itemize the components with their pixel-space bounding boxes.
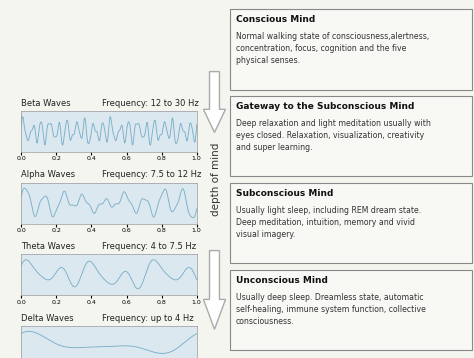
Text: Alpha Waves: Alpha Waves [21, 170, 75, 179]
Text: Frequency: up to 4 Hz: Frequency: up to 4 Hz [102, 314, 193, 323]
Text: Frequency: 4 to 7.5 Hz: Frequency: 4 to 7.5 Hz [102, 242, 196, 251]
Polygon shape [203, 72, 226, 132]
Text: Beta Waves: Beta Waves [21, 99, 71, 108]
Text: Delta Waves: Delta Waves [21, 314, 74, 323]
Text: Unconscious Mind: Unconscious Mind [236, 276, 328, 285]
Text: Normal walking state of consciousness,alertness,
concentration, focus, cognition: Normal walking state of consciousness,al… [236, 32, 429, 65]
Polygon shape [203, 251, 226, 329]
Text: Subconscious Mind: Subconscious Mind [236, 189, 333, 198]
Text: Theta Waves: Theta Waves [21, 242, 75, 251]
Text: Frequency: 7.5 to 12 Hz: Frequency: 7.5 to 12 Hz [102, 170, 201, 179]
Text: Usually deep sleep. Dreamless state, automatic
self-healing, immune system funct: Usually deep sleep. Dreamless state, aut… [236, 293, 426, 326]
Text: Conscious Mind: Conscious Mind [236, 15, 315, 24]
Text: Usually light sleep, including REM dream state.
Deep meditation, intuition, memo: Usually light sleep, including REM dream… [236, 206, 421, 239]
Text: Frequency: 12 to 30 Hz: Frequency: 12 to 30 Hz [102, 99, 199, 108]
Text: Deep relaxation and light meditation usually with
eyes closed. Relaxation, visua: Deep relaxation and light meditation usu… [236, 119, 430, 152]
Text: depth of mind: depth of mind [211, 142, 221, 216]
Text: Gateway to the Subconscious Mind: Gateway to the Subconscious Mind [236, 102, 414, 111]
